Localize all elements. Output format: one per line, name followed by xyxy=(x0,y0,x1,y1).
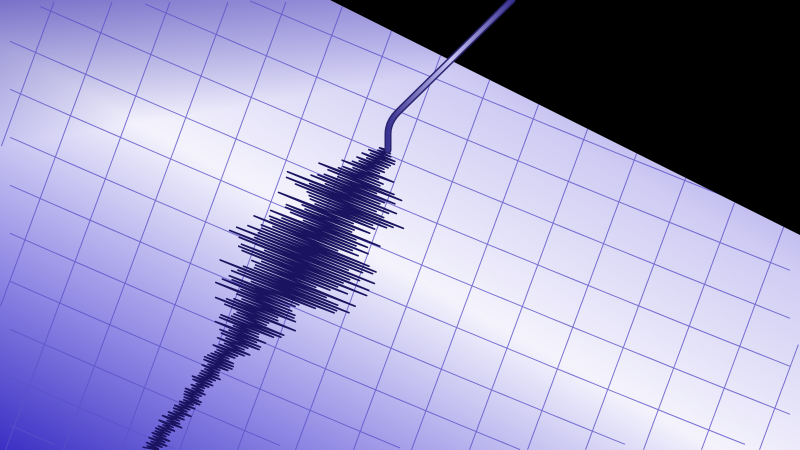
grid-line xyxy=(9,88,791,415)
needle xyxy=(384,0,516,154)
grid-line xyxy=(9,40,791,367)
grid-line xyxy=(0,1,55,147)
grid-line xyxy=(701,187,799,450)
grid-line xyxy=(759,344,799,450)
grid-line xyxy=(9,376,176,450)
grid-line xyxy=(5,1,171,450)
grid-line xyxy=(0,1,113,307)
grid-line xyxy=(39,5,791,319)
grid-line xyxy=(9,424,56,446)
grid-line xyxy=(121,1,287,450)
grid-line xyxy=(9,184,626,445)
grid-line xyxy=(249,0,791,223)
grid-line xyxy=(9,136,746,445)
grid-line xyxy=(63,1,229,450)
grid-line xyxy=(9,328,281,447)
seismic-trace xyxy=(142,147,405,450)
